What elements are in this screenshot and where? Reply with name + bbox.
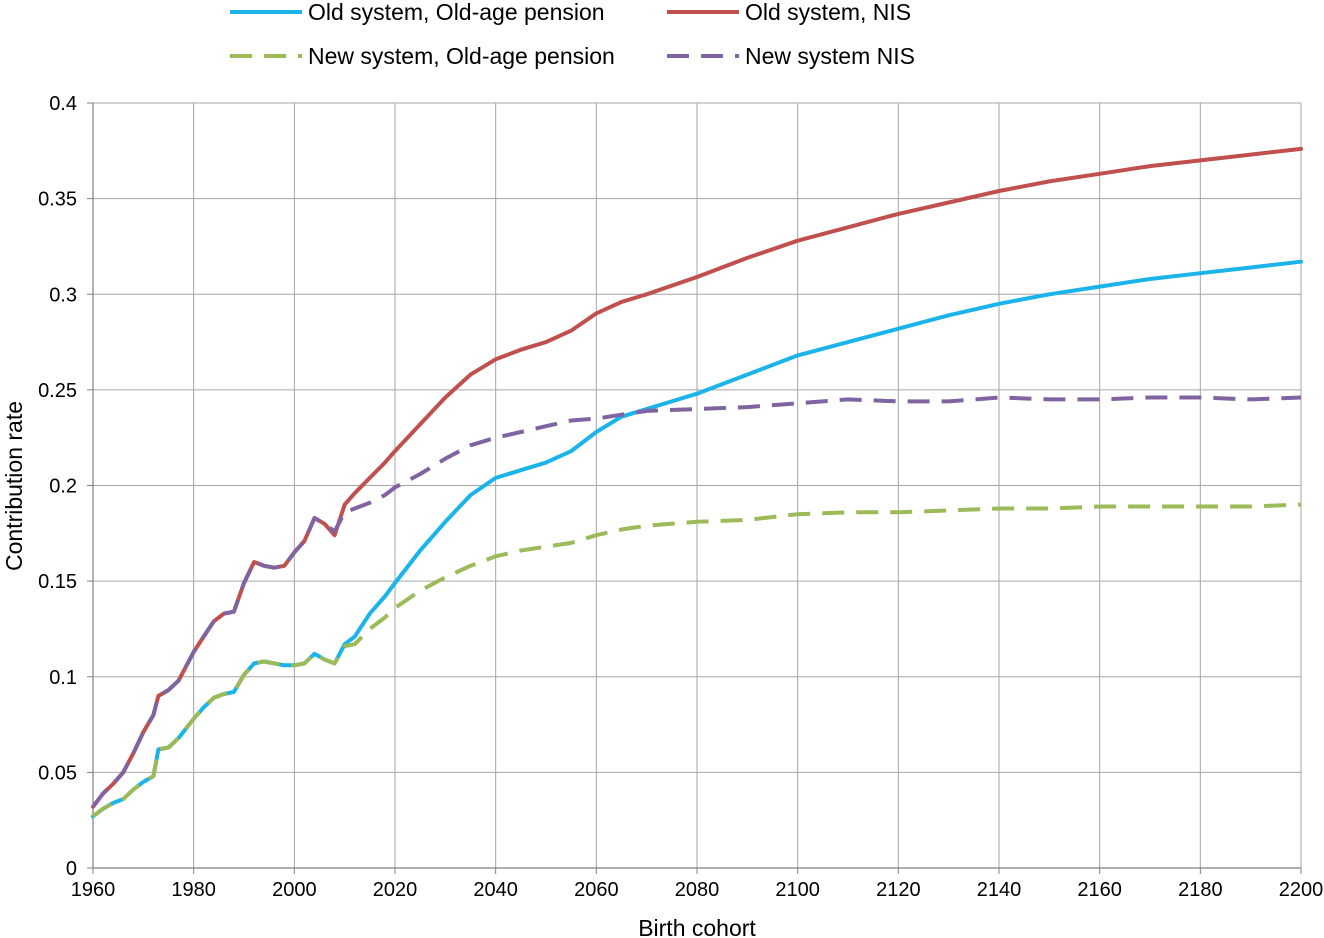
x-tick-label: 2200 — [1279, 879, 1324, 901]
y-tick-label: 0.3 — [49, 284, 77, 306]
legend-label: Old system, Old-age pension — [308, 0, 605, 25]
series-line — [91, 395, 1302, 809]
x-tick-label: 1960 — [71, 879, 116, 901]
x-tick-label: 2000 — [272, 879, 317, 901]
y-tick-label: 0.15 — [38, 571, 77, 593]
y-tick-label: 0.05 — [38, 762, 77, 784]
y-tick-label: 0 — [66, 858, 77, 880]
chart-grid — [92, 102, 1302, 869]
y-tick-label: 0.4 — [49, 93, 77, 115]
x-tick-label: 2100 — [775, 879, 820, 901]
chart-series — [91, 146, 1303, 819]
x-tick-label: 2160 — [1077, 879, 1122, 901]
x-tick-label: 2180 — [1178, 879, 1223, 901]
y-tick-label: 0.35 — [38, 189, 77, 211]
x-axis-title: Birth cohort — [638, 915, 756, 938]
legend-label: New system NIS — [745, 43, 915, 69]
x-tick-label: 2120 — [876, 879, 921, 901]
legend-label: Old system, NIS — [745, 0, 911, 25]
y-axis-title: Contribution rate — [1, 401, 27, 571]
y-tick-label: 0.1 — [49, 667, 77, 689]
chart-tick-labels: 1960 1980 2000 2020 2040 2060 2080 2100 2120 2140… — [38, 93, 1323, 901]
y-tick-label: 0.25 — [38, 380, 77, 402]
series-line — [91, 502, 1302, 818]
legend-label: New system, Old-age pension — [308, 43, 615, 69]
x-tick-label: 2080 — [675, 879, 720, 901]
x-tick-label: 2040 — [473, 879, 518, 901]
x-tick-label: 2140 — [977, 879, 1022, 901]
chart-legend: Old system, Old-age pension Old system, N… — [230, 0, 915, 69]
x-tick-label: 2020 — [373, 879, 418, 901]
chart-axes — [87, 102, 1302, 874]
y-tick-label: 0.2 — [49, 476, 77, 498]
x-tick-label: 2060 — [574, 879, 619, 901]
x-tick-label: 1980 — [171, 879, 216, 901]
